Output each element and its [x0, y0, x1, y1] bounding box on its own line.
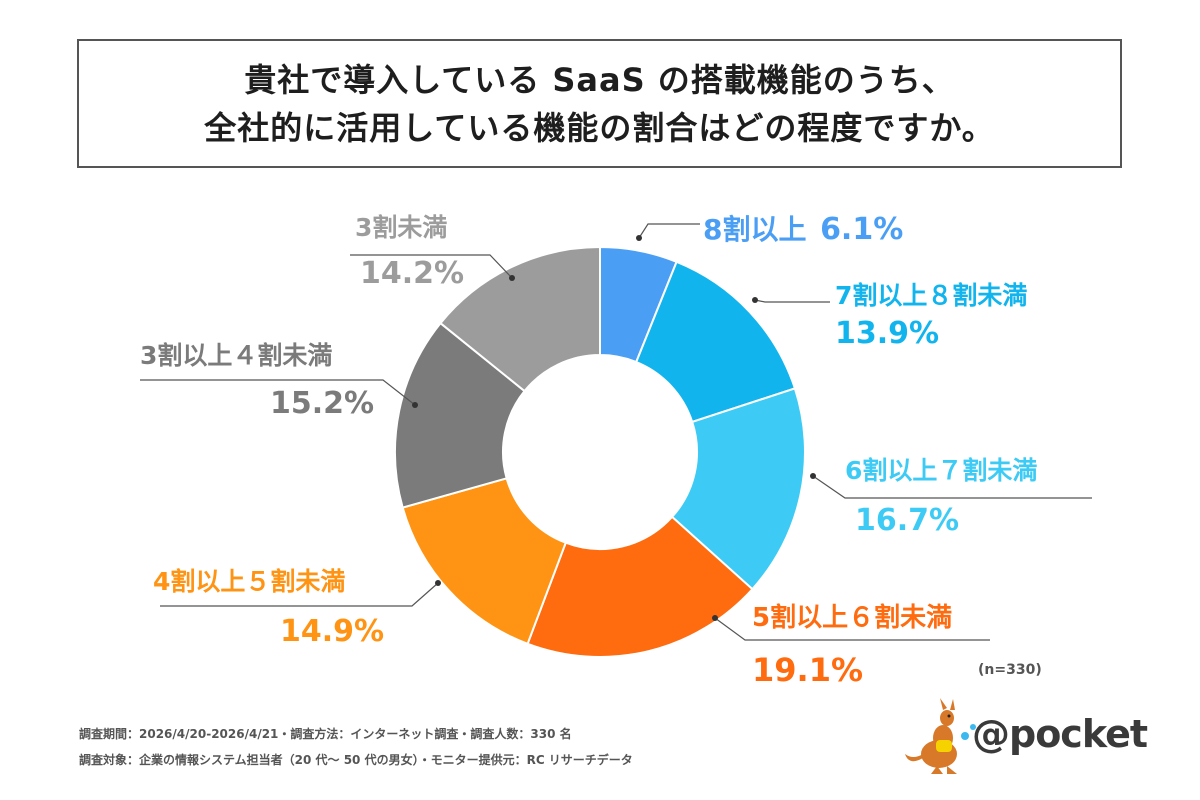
donut-slice-2	[670, 387, 806, 591]
leader-line-6	[350, 254, 513, 279]
slice-5-value: 15.2%	[270, 386, 375, 421]
pocket-logo	[905, 698, 976, 774]
leader-line-4	[160, 582, 439, 607]
title-line-2: 全社的に活用している機能の割合はどの程度ですか。	[204, 108, 995, 147]
footer-note: 調査期間：2026/4/20-2026/4/21・調査方法：インターネット調査・…	[79, 721, 633, 773]
slice-0-value: 6.1%	[820, 212, 904, 247]
donut-slice-3	[526, 515, 754, 658]
leader-line-5	[140, 379, 416, 406]
slice-4-name: 4割以上５割未満	[153, 567, 346, 596]
footer-line-2: 調査対象：企業の情報システム担当者（20 代～ 50 代の男女）・モニター提供元…	[79, 753, 633, 767]
pocket-logo-text: @pocket	[972, 712, 1148, 756]
label-slice-0: 8割以上 6.1%	[703, 210, 903, 250]
title-line-1: 貴社で導入している SaaS の搭載機能のうち、	[244, 60, 955, 99]
label-slice-6: 3割未満 14.2%	[355, 212, 464, 294]
slice-6-name: 3割未満	[355, 213, 448, 242]
slice-4-value: 14.9%	[280, 614, 385, 649]
leader-line-1	[754, 299, 830, 303]
leader-line-0	[638, 223, 700, 239]
label-slice-2: 6割以上７割未満 16.7%	[845, 455, 1037, 541]
slice-2-value: 16.7%	[855, 503, 960, 538]
slice-5-name: 3割以上４割未満	[140, 341, 333, 370]
slice-3-value: 19.1%	[752, 651, 864, 689]
label-slice-3: 5割以上６割未満 19.1%	[752, 602, 952, 690]
donut-slice-5	[394, 321, 526, 509]
donut-slice-4	[401, 477, 568, 646]
donut-slice-6	[439, 245, 601, 393]
leader-dot-1	[752, 297, 758, 303]
sample-size-label: (n=330)	[978, 662, 1042, 678]
leader-line-3	[714, 617, 990, 641]
leader-dot-2	[810, 473, 816, 479]
bubble-dots-icon	[961, 724, 976, 740]
slice-1-value: 13.9%	[835, 316, 940, 351]
leader-lines	[140, 223, 1092, 641]
kangaroo-icon	[905, 698, 957, 774]
slice-2-name: 6割以上７割未満	[845, 456, 1038, 485]
slice-6-value: 14.2%	[360, 256, 465, 291]
leader-dot-0	[636, 235, 642, 241]
leader-line-2	[812, 475, 1092, 499]
donut-slices	[394, 245, 806, 658]
label-slice-5: 3割以上４割未満 15.2%	[140, 340, 374, 424]
slice-1-name: 7割以上８割未満	[835, 281, 1028, 310]
title-box: 貴社で導入している SaaS の搭載機能のうち、 全社的に活用している機能の割合…	[77, 39, 1122, 168]
leader-dot-6	[509, 275, 515, 281]
slice-3-name: 5割以上６割未満	[752, 603, 953, 633]
label-slice-1: 7割以上８割未満 13.9%	[835, 280, 1027, 354]
leader-dot-3	[712, 615, 718, 621]
leader-dot-4	[435, 580, 441, 586]
slice-0-name: 8割以上	[703, 213, 807, 246]
label-slice-4: 4割以上５割未満 14.9%	[153, 566, 384, 652]
footer-line-1: 調査期間：2026/4/20-2026/4/21・調査方法：インターネット調査・…	[79, 727, 572, 741]
leader-dot-5	[412, 402, 418, 408]
